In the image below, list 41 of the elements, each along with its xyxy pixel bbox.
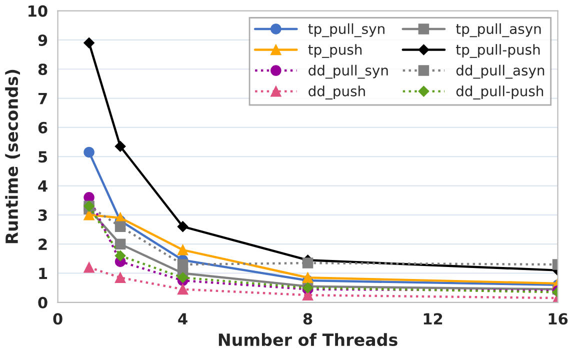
x-tick-label: 4: [178, 313, 188, 324]
point: [84, 146, 94, 158]
point: [177, 272, 188, 284]
y-tick-label: 3: [38, 209, 47, 221]
y-tick-label: 6: [38, 122, 48, 134]
x-tick-label: 0: [53, 313, 62, 325]
legend-label: tp_pull_asyn: [456, 23, 541, 38]
x-tick-label: 8: [303, 313, 312, 325]
point: [114, 238, 126, 250]
y-axis-title: Runtime (seconds): [5, 70, 20, 244]
legend-label: tp_pull-push: [456, 44, 540, 58]
point: [114, 140, 126, 152]
point: [114, 221, 126, 232]
x-axis-title: Number of Threads: [218, 333, 398, 346]
y-tick-label: 2: [38, 238, 47, 250]
legend-label: tp_push: [308, 44, 362, 58]
x-tick-label: 12: [424, 313, 442, 324]
point: [84, 37, 94, 48]
point: [84, 262, 94, 273]
y-tick-label: 1: [39, 268, 48, 280]
point: [177, 244, 188, 256]
y-tick-label: 0: [38, 296, 48, 308]
point: [114, 272, 126, 283]
y-tick-label: 10: [28, 5, 48, 17]
legend-label: dd_push: [308, 86, 365, 100]
y-tick-label: 7: [38, 92, 47, 104]
legend-label: dd_pull_syn: [308, 64, 388, 79]
y-tick-label: 9: [38, 34, 48, 46]
point: [302, 258, 314, 268]
x-tick-label: 16: [548, 313, 568, 325]
point: [177, 284, 188, 295]
y-tick-label: 4: [38, 180, 48, 192]
point: [114, 250, 126, 262]
point: [302, 272, 314, 283]
y-tick-label: 8: [38, 64, 48, 76]
legend-label: dd_pull-push: [456, 86, 544, 100]
point: [177, 259, 188, 270]
legend-label: dd_pull_asyn: [456, 64, 544, 79]
legend-label: tp_pull_syn: [308, 23, 384, 38]
point: [177, 221, 188, 232]
y-tick-label: 5: [38, 151, 48, 163]
